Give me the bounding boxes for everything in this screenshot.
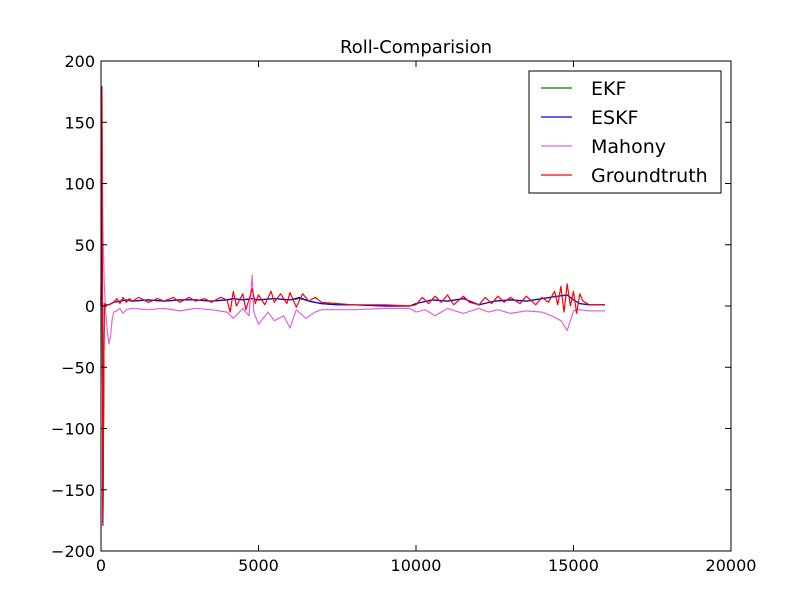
legend-label-groundtruth: Groundtruth: [591, 165, 708, 187]
chart-title: Roll-Comparision: [340, 37, 492, 58]
legend-label-eskf: ESKF: [591, 107, 638, 129]
y-tick-label: 150: [64, 113, 95, 132]
legend-box: [528, 70, 722, 194]
y-tick-label: 100: [64, 175, 95, 194]
series-layer: [100, 86, 605, 526]
y-tick-label: −150: [51, 481, 95, 500]
x-tick-label: 0: [96, 556, 106, 575]
y-tick-label: −50: [61, 358, 95, 377]
y-tick-label: 0: [85, 297, 95, 316]
tick-layer: 0 5000 10000 15000 20000 −200 −150 −100 −50 0 50 10…: [51, 52, 756, 575]
x-tick-label: 10000: [391, 556, 442, 575]
y-tick-label: −100: [51, 420, 95, 439]
x-tick-label: 5000: [238, 556, 279, 575]
series-line-mahony: [100, 90, 605, 345]
legend-label-ekf: EKF: [591, 78, 626, 100]
series-line-groundtruth: [100, 87, 605, 525]
y-tick-label: 200: [64, 52, 95, 71]
x-tick-label: 20000: [706, 556, 757, 575]
legend: EKF ESKF Mahony Groundtruth: [528, 70, 722, 194]
y-tick-label: −200: [51, 542, 95, 561]
x-tick-label: 15000: [548, 556, 599, 575]
y-tick-label: 50: [75, 236, 95, 255]
legend-label-mahony: Mahony: [591, 136, 666, 158]
